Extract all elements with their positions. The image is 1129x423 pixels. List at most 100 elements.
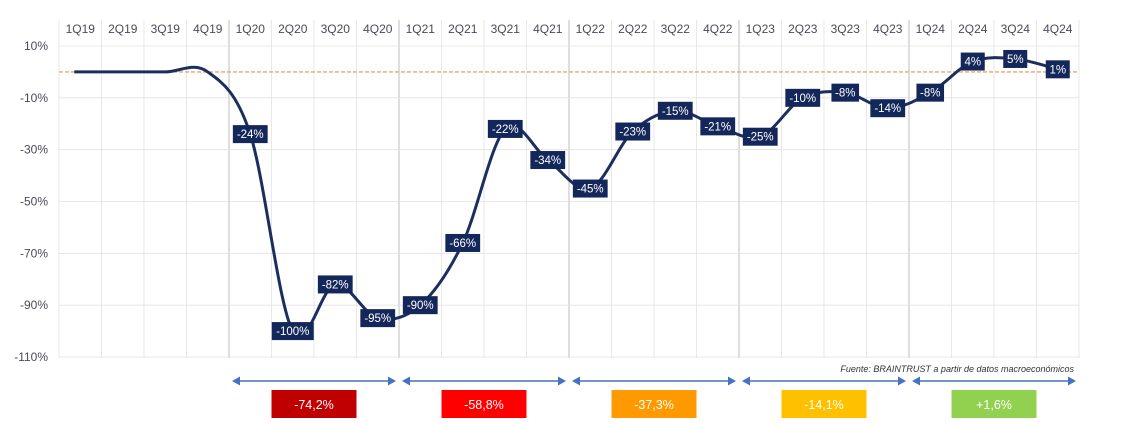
x-tick-label: 1Q24 (916, 22, 946, 36)
data-label: -95% (360, 309, 396, 328)
period-change-fill (781, 390, 867, 418)
data-label-text: 5% (1007, 54, 1024, 66)
period-change-box: -14,1% (781, 390, 867, 418)
data-label: -15% (657, 101, 693, 120)
x-tick-label: 1Q19 (66, 22, 96, 36)
period-change-box: -58,8% (441, 390, 527, 418)
x-tick-label: 2Q22 (618, 22, 648, 36)
period-change-box: -37,3% (611, 390, 697, 418)
y-tick-label: -50% (20, 195, 48, 209)
period-arrow (232, 376, 396, 386)
data-labels: -24% -100% -82% -95% -90% -66% -22% -34% -45% -23… (232, 49, 1070, 341)
data-label: -24% (232, 125, 268, 144)
arrow-head-left (402, 376, 410, 386)
period-change-label: +1,6% (976, 398, 1012, 412)
period-change-label: -58,8% (464, 398, 504, 412)
data-label-box (1003, 49, 1028, 68)
x-tick-label: 3Q20 (321, 22, 351, 36)
data-label-text: -8% (920, 88, 940, 100)
x-tick-label: 3Q23 (831, 22, 861, 36)
data-label-text: -23% (619, 127, 646, 139)
x-tick-label: 4Q20 (363, 22, 393, 36)
data-label-box (402, 296, 438, 315)
x-tick-label: 4Q23 (873, 22, 903, 36)
period-change-box: -74,2% (271, 390, 357, 418)
x-tick-label: 4Q24 (1043, 22, 1073, 36)
data-label: -23% (615, 122, 651, 141)
data-label: -66% (445, 233, 481, 252)
x-tick-label: 1Q21 (406, 22, 436, 36)
x-tick-label: 1Q23 (746, 22, 776, 36)
x-tick-label: 2Q20 (278, 22, 308, 36)
data-label-text: -25% (747, 132, 774, 144)
y-tick-label: -30% (20, 143, 48, 157)
series-line (74, 56, 1059, 338)
y-tick-label: -70% (20, 246, 48, 260)
x-tick-label: 2Q21 (448, 22, 478, 36)
data-label-box (317, 275, 353, 294)
data-label-box (742, 127, 778, 146)
data-label-text: -10% (789, 93, 816, 105)
data-label-box (960, 52, 985, 71)
period-arrow (402, 376, 566, 386)
data-label-box (1045, 60, 1070, 79)
data-label-text: -90% (407, 300, 434, 312)
data-label-box (785, 88, 821, 107)
data-label: -90% (402, 296, 438, 315)
period-change-fill (951, 390, 1037, 418)
data-label: -25% (742, 127, 778, 146)
period-arrow (742, 376, 906, 386)
data-label-text: -14% (874, 103, 901, 115)
y-tick-label: 10% (24, 39, 48, 53)
period-change-label: -37,3% (634, 398, 674, 412)
data-label: -8% (916, 83, 945, 102)
x-tick-label: 3Q24 (1001, 22, 1031, 36)
data-label-text: -8% (835, 88, 855, 100)
data-label: -22% (487, 119, 523, 138)
data-label-box (870, 99, 906, 118)
x-tick-label: 1Q22 (576, 22, 606, 36)
arrow-head-left (572, 376, 580, 386)
arrow-head-right (1068, 376, 1076, 386)
y-tick-label: -10% (20, 91, 48, 105)
data-label-box (487, 119, 523, 138)
data-label: -45% (572, 179, 608, 198)
arrow-head-left (912, 376, 920, 386)
data-label-box (572, 179, 608, 198)
arrow-head-left (232, 376, 240, 386)
data-label: -10% (785, 88, 821, 107)
data-label-box (445, 233, 481, 252)
data-label: -14% (870, 99, 906, 118)
x-tick-label: 2Q24 (958, 22, 988, 36)
x-axis-tick-labels: 1Q19 2Q19 3Q19 4Q19 1Q20 2Q20 3Q20 4Q20 1Q21 2Q21… (66, 22, 1073, 36)
data-label-text: -21% (704, 121, 731, 133)
arrow-head-left (742, 376, 750, 386)
x-tick-label: 4Q22 (703, 22, 733, 36)
data-label-text: -95% (364, 313, 391, 325)
period-change-label: -14,1% (804, 398, 844, 412)
x-tick-label: 1Q20 (236, 22, 266, 36)
data-label: -82% (317, 275, 353, 294)
data-label-box (831, 83, 860, 102)
data-label-text: -24% (237, 129, 264, 141)
x-tick-label: 2Q23 (788, 22, 818, 36)
period-change-box: +1,6% (951, 390, 1037, 418)
x-tick-label: 4Q19 (193, 22, 223, 36)
data-label-box (700, 117, 736, 136)
data-label: -21% (700, 117, 736, 136)
x-tick-label: 3Q22 (661, 22, 691, 36)
x-tick-label: 4Q21 (533, 22, 563, 36)
data-label-text: -22% (492, 124, 519, 136)
data-label: 4% (960, 52, 985, 71)
period-change-label: -74,2% (294, 398, 334, 412)
period-change-fill (441, 390, 527, 418)
arrow-head-right (898, 376, 906, 386)
data-label: -34% (530, 151, 566, 170)
data-label-text: -15% (662, 106, 689, 118)
data-label-text: -100% (276, 326, 309, 338)
period-change-fill (611, 390, 697, 418)
data-label-text: 1% (1049, 64, 1066, 76)
data-label-text: -82% (322, 279, 349, 291)
gridlines (58, 20, 1080, 358)
